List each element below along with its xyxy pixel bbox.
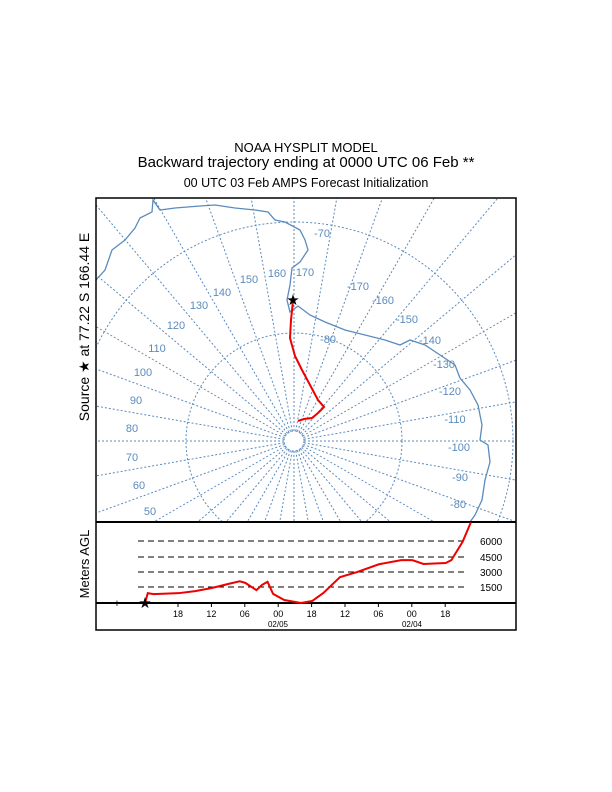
longitude-label: -130 xyxy=(433,359,455,371)
meridian-line xyxy=(296,198,383,432)
meridian-line xyxy=(153,198,290,433)
meridian-line xyxy=(303,401,516,440)
longitude-label: 70 xyxy=(126,452,138,464)
x-tick-label: 18 xyxy=(307,609,317,619)
axis-marker: + xyxy=(114,598,120,610)
longitude-label: 140 xyxy=(213,287,231,299)
longitude-label: -80 xyxy=(450,499,466,511)
x-tick-label: 12 xyxy=(206,609,216,619)
height-level-label: 1500 xyxy=(480,583,503,594)
longitude-label: 120 xyxy=(167,320,185,332)
x-tick-label: 00 xyxy=(273,609,283,619)
longitude-label: -80 xyxy=(320,334,336,346)
initialization-title: 00 UTC 03 Feb AMPS Forecast Initializati… xyxy=(183,176,429,190)
height-level-label: 6000 xyxy=(480,537,503,548)
longitude-label: 80 xyxy=(126,423,138,435)
y-axis-label: Meters AGL xyxy=(77,530,92,599)
date-label: 02/04 xyxy=(402,620,423,629)
map-graticule xyxy=(96,198,516,522)
longitude-label: -170 xyxy=(347,281,369,293)
longitude-label: 90 xyxy=(130,395,142,407)
trajectory-height-path xyxy=(144,522,472,605)
meridian-line xyxy=(298,449,342,522)
date-label: 02/05 xyxy=(268,620,289,629)
meridian-line xyxy=(250,198,293,432)
trajectory-title: Backward trajectory ending at 0000 UTC 0… xyxy=(137,154,475,171)
x-tick-label: 12 xyxy=(340,609,350,619)
longitude-label: -160 xyxy=(372,295,394,307)
meridian-line xyxy=(96,443,285,514)
longitude-label: -150 xyxy=(396,314,418,326)
longitude-label: 110 xyxy=(148,343,166,355)
longitude-label: -120 xyxy=(439,386,461,398)
meridian-line xyxy=(96,274,287,435)
meridian-line xyxy=(96,204,288,434)
meridian-line xyxy=(302,445,435,522)
meridian-line xyxy=(295,450,309,522)
meridian-line xyxy=(264,450,292,522)
meridian-line xyxy=(205,198,292,432)
latitude-circle xyxy=(283,430,305,452)
meridian-line xyxy=(295,198,338,432)
meridian-line xyxy=(298,198,435,433)
meridian-line xyxy=(302,312,516,437)
longitude-label: -90 xyxy=(452,472,468,484)
meridian-line xyxy=(296,450,324,522)
longitude-label: -70 xyxy=(314,228,330,240)
meridian-line xyxy=(246,449,290,522)
trajectory-map-path xyxy=(288,300,326,422)
meridian-line xyxy=(303,442,516,481)
longitude-label: 150 xyxy=(240,274,258,286)
frame xyxy=(95,197,517,631)
coastline xyxy=(96,198,491,522)
height-levels: 6000 4500 3000 1500 xyxy=(138,537,503,594)
meridian-line xyxy=(279,450,293,522)
source-label: Source ★ at 77.22 S 166.44 E xyxy=(76,233,92,421)
time-axis: 18 12 06 00 18 12 06 00 18 02/05 02/04 xyxy=(173,603,450,629)
meridian-line xyxy=(301,447,391,522)
meridian-line xyxy=(300,198,499,434)
x-tick-label: 18 xyxy=(173,609,183,619)
meridian-line xyxy=(301,254,516,435)
meridian-line xyxy=(96,326,286,437)
longitude-label: 50 xyxy=(144,506,156,518)
longitude-label: -100 xyxy=(448,442,470,454)
source-star-icon: ★ xyxy=(138,595,151,612)
longitude-label: 170 xyxy=(296,267,314,279)
meridian-line xyxy=(153,445,286,522)
x-tick-label: 06 xyxy=(373,609,383,619)
x-tick-label: 00 xyxy=(407,609,417,619)
longitude-label: -110 xyxy=(444,414,465,426)
x-tick-label: 06 xyxy=(240,609,250,619)
longitude-label: 100 xyxy=(134,367,152,379)
longitude-label: 60 xyxy=(133,480,145,492)
longitude-label: -140 xyxy=(419,335,441,347)
meridian-line xyxy=(303,443,516,522)
meridian-line xyxy=(197,447,287,522)
height-level-label: 4500 xyxy=(480,553,503,564)
x-tick-label: 18 xyxy=(440,609,450,619)
source-star-icon: ★ xyxy=(286,292,299,309)
model-title: NOAA HYSPLIT MODEL xyxy=(234,140,378,155)
meridian-line xyxy=(303,359,516,439)
height-level-label: 3000 xyxy=(480,568,503,579)
longitude-label: 160 xyxy=(268,268,286,280)
longitude-label: 130 xyxy=(190,300,208,312)
meridian-line xyxy=(96,368,285,439)
